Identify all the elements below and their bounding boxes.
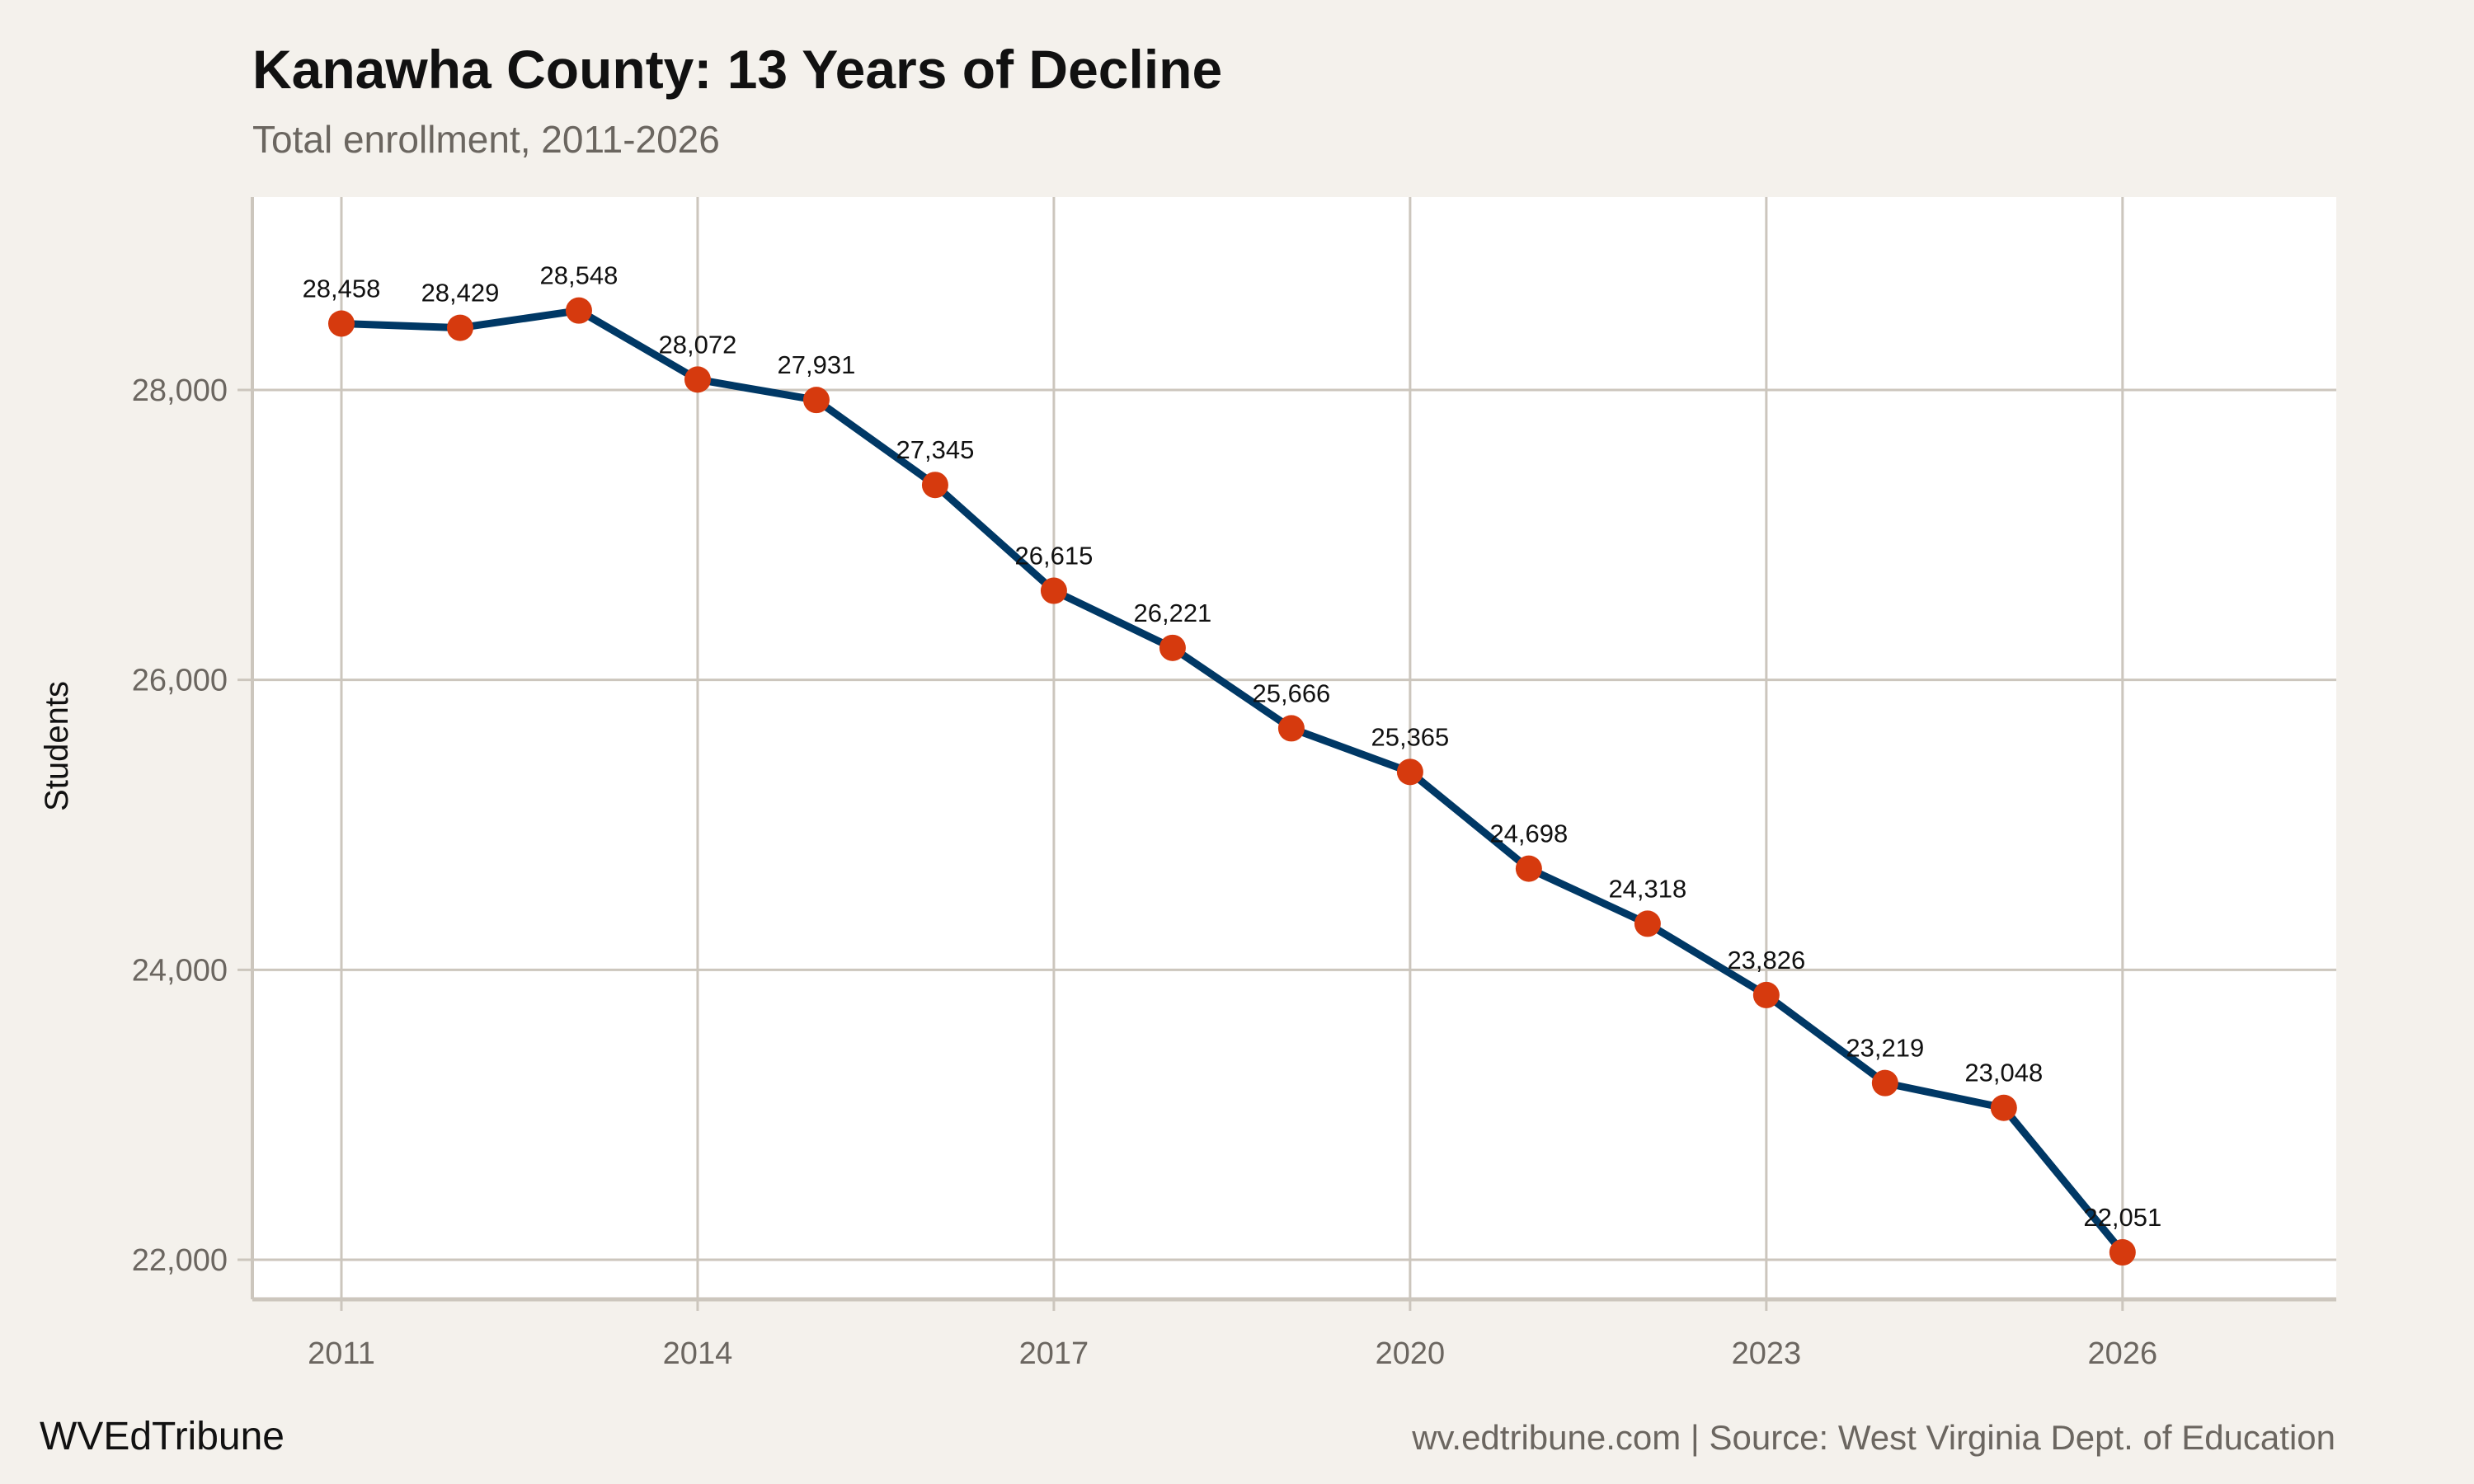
x-tick-label: 2011 bbox=[308, 1336, 375, 1371]
y-tick-label: 22,000 bbox=[132, 1243, 228, 1278]
data-label: 22,051 bbox=[2083, 1203, 2161, 1232]
data-label: 27,931 bbox=[778, 350, 856, 379]
data-label: 26,221 bbox=[1133, 599, 1211, 627]
data-label: 24,698 bbox=[1489, 819, 1568, 848]
x-tick-label: 2017 bbox=[1019, 1336, 1089, 1371]
data-label: 25,666 bbox=[1252, 679, 1330, 707]
data-point bbox=[1990, 1094, 2017, 1121]
data-point bbox=[327, 310, 355, 337]
chart-subtitle: Total enrollment, 2011-2026 bbox=[252, 118, 720, 161]
source-credit: wv.edtribune.com | Source: West Virginia… bbox=[1412, 1418, 2335, 1457]
data-label: 28,458 bbox=[303, 274, 381, 303]
data-point bbox=[1396, 758, 1423, 786]
data-point bbox=[684, 366, 711, 393]
data-point bbox=[1040, 577, 1067, 604]
data-point bbox=[1159, 634, 1186, 661]
y-tick-label: 28,000 bbox=[132, 373, 228, 408]
chart-title: Kanawha County: 13 Years of Decline bbox=[252, 39, 1223, 100]
x-tick-label: 2014 bbox=[663, 1336, 733, 1371]
data-label: 28,072 bbox=[659, 330, 737, 359]
enrollment-series-line bbox=[341, 307, 2126, 1255]
data-label: 28,429 bbox=[421, 279, 500, 308]
data-point bbox=[1634, 910, 1661, 937]
data-label: 27,345 bbox=[896, 435, 975, 464]
data-point bbox=[1871, 1069, 1898, 1097]
brand-logo-text: WVEdTribune bbox=[40, 1415, 285, 1458]
data-point bbox=[1515, 855, 1542, 882]
data-label: 23,219 bbox=[1846, 1034, 1924, 1063]
data-point bbox=[921, 472, 948, 499]
x-tick-label: 2020 bbox=[1376, 1336, 1446, 1371]
data-label: 23,826 bbox=[1727, 946, 1805, 974]
data-point bbox=[802, 387, 830, 414]
x-tick-label: 2023 bbox=[1732, 1336, 1802, 1371]
data-point bbox=[1277, 715, 1305, 742]
data-label: 24,318 bbox=[1608, 874, 1686, 903]
y-axis-label: Students bbox=[39, 681, 75, 811]
y-tick-label: 24,000 bbox=[132, 953, 228, 988]
data-label: 25,365 bbox=[1371, 722, 1449, 751]
data-point bbox=[1752, 981, 1780, 1008]
y-tick-label: 26,000 bbox=[132, 664, 228, 698]
data-label: 28,548 bbox=[540, 261, 618, 290]
data-point bbox=[2109, 1239, 2136, 1266]
plot-panel bbox=[252, 197, 2336, 1299]
data-point bbox=[446, 314, 473, 341]
data-label: 23,048 bbox=[1964, 1059, 2043, 1087]
data-point bbox=[565, 297, 592, 324]
x-tick-label: 2026 bbox=[2088, 1336, 2158, 1371]
data-label: 26,615 bbox=[1015, 542, 1094, 571]
